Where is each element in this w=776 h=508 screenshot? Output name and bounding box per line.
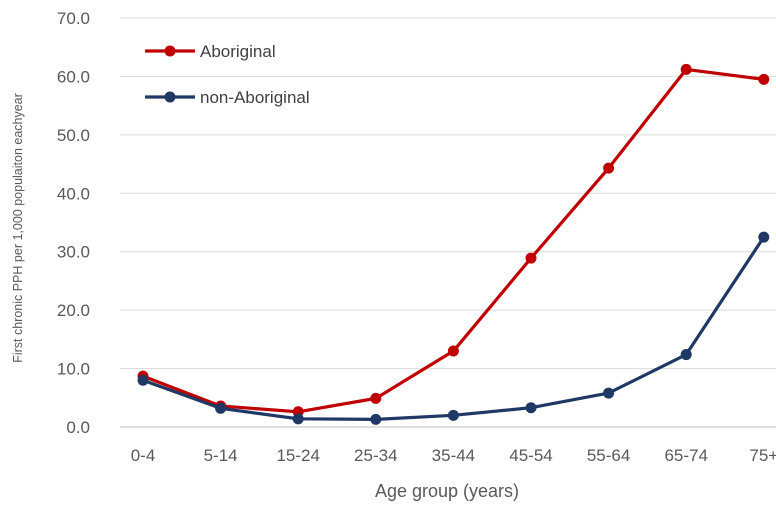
legend-item: non-Aboriginal [145, 88, 310, 107]
y-tick-label: 60.0 [57, 67, 90, 86]
x-tick-label: 25-34 [354, 446, 397, 465]
x-tick-label: 5-14 [204, 446, 238, 465]
data-point [603, 387, 615, 399]
series-aboriginal [137, 63, 770, 418]
y-axis-title: First chronic PPH per 1,000 populaiton e… [11, 93, 25, 363]
series-group [137, 63, 770, 425]
data-point [215, 402, 227, 414]
y-tick-label: 0.0 [66, 418, 90, 437]
data-point [680, 63, 692, 75]
x-axis-ticks: 0-4 5-14 15-24 25-34 35-44 45-54 55-64 65-74 75+ [131, 446, 776, 465]
legend: Aboriginal non-Aboriginal [145, 42, 310, 107]
legend-marker [164, 91, 176, 103]
legend-label: Aboriginal [200, 42, 276, 61]
y-tick-label: 50.0 [57, 126, 90, 145]
data-point [525, 252, 537, 264]
gridlines [120, 17, 776, 428]
data-point [370, 413, 382, 425]
data-point [525, 402, 537, 414]
data-point [758, 73, 770, 85]
legend-marker [164, 45, 176, 57]
data-point [447, 345, 459, 357]
data-point [370, 392, 382, 404]
x-tick-label: 0-4 [131, 446, 156, 465]
data-point [447, 409, 459, 421]
legend-label: non-Aboriginal [200, 88, 310, 107]
y-tick-label: 30.0 [57, 243, 90, 262]
x-axis-title: Age group (years) [375, 481, 519, 501]
y-tick-label: 20.0 [57, 301, 90, 320]
x-tick-label: 35-44 [432, 446, 475, 465]
x-tick-label: 55-64 [587, 446, 630, 465]
series-line [141, 235, 766, 422]
y-tick-label: 70.0 [57, 9, 90, 28]
data-point [758, 231, 770, 243]
legend-item: Aboriginal [145, 42, 276, 61]
x-tick-label: 15-24 [276, 446, 319, 465]
data-point [603, 162, 615, 174]
x-tick-label: 45-54 [509, 446, 552, 465]
data-point [292, 413, 304, 425]
data-point [137, 374, 149, 386]
x-tick-label: 75+ [749, 446, 776, 465]
series-non-aboriginal [137, 231, 770, 425]
y-tick-label: 10.0 [57, 360, 90, 379]
data-point [680, 349, 692, 361]
x-tick-label: 65-74 [664, 446, 707, 465]
y-tick-label: 40.0 [57, 184, 90, 203]
y-axis-ticks: 0.0 10.0 20.0 30.0 40.0 50.0 60.0 70.0 [57, 9, 90, 437]
series-line [141, 67, 766, 414]
